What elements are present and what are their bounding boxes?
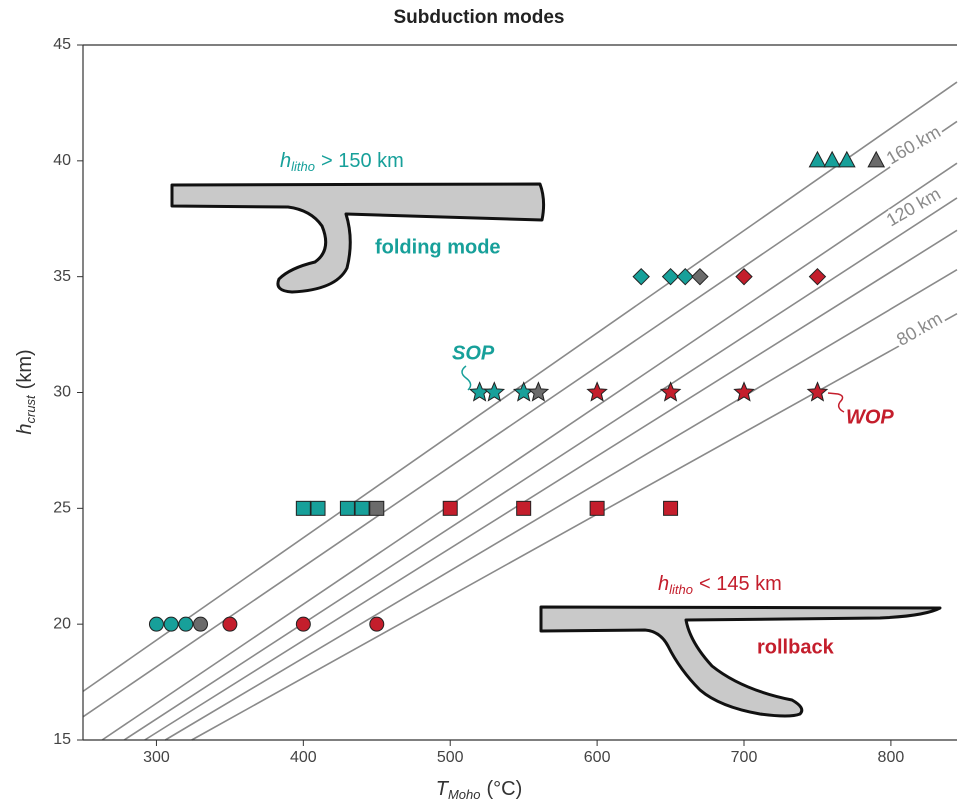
- marker: [691, 267, 709, 286]
- annotation-part: litho: [291, 159, 315, 174]
- marker: [516, 500, 532, 516]
- marker: [295, 616, 311, 632]
- marker: [808, 150, 827, 168]
- y-tick-label: 35: [53, 268, 71, 285]
- annotation-part: > 150 km: [321, 150, 404, 172]
- sop-arrow: [461, 365, 472, 391]
- marker: [735, 267, 753, 286]
- y-label-main: h: [14, 424, 36, 435]
- marker: [632, 267, 650, 286]
- isoline-label: 160 km: [883, 121, 944, 168]
- annotation: WOP: [846, 406, 894, 428]
- x-tick-label: 700: [731, 749, 758, 766]
- folding-slab: [170, 182, 546, 294]
- marker: [148, 616, 164, 632]
- marker: [369, 616, 385, 632]
- annotation: SOP: [452, 342, 495, 364]
- annotation: folding mode: [375, 236, 501, 258]
- x-label-main: T: [436, 778, 450, 800]
- marker: [193, 616, 209, 632]
- isoline-label: 120 km: [883, 183, 944, 230]
- marker: [339, 500, 355, 516]
- marker: [442, 500, 458, 516]
- x-tick-label: 500: [437, 749, 464, 766]
- marker: [586, 381, 608, 402]
- marker: [295, 500, 311, 516]
- annotation: hlitho > 150 km: [280, 150, 404, 174]
- rollback-slab: [539, 605, 942, 718]
- marker: [512, 381, 535, 402]
- isoline-label: 80 km: [893, 308, 945, 350]
- isoline: [144, 229, 958, 741]
- y-tick-label: 40: [53, 152, 71, 169]
- marker: [823, 150, 841, 168]
- annotation: rollback: [757, 636, 835, 658]
- isoline: [164, 269, 958, 741]
- x-axis-label: TMoho (°C): [436, 778, 523, 802]
- x-tick-label: 400: [290, 749, 317, 766]
- y-tick-label: 20: [53, 615, 71, 632]
- marker: [589, 500, 605, 516]
- y-label-sub: crust: [23, 394, 38, 424]
- x-tick-label: 300: [143, 749, 170, 766]
- annotation-part: h: [658, 573, 669, 595]
- y-label-unit: (km): [14, 349, 36, 389]
- marker: [867, 150, 886, 168]
- marker: [733, 381, 755, 402]
- marker: [483, 381, 506, 402]
- isoline: [123, 197, 958, 741]
- y-tick-label: 45: [53, 36, 71, 53]
- marker: [661, 267, 680, 286]
- isoline: [82, 81, 958, 693]
- marker: [163, 616, 179, 632]
- x-tick-label: 800: [878, 749, 905, 766]
- marker: [527, 381, 550, 402]
- y-tick-label: 15: [53, 731, 71, 748]
- isoline: [191, 313, 958, 741]
- x-label-sub: Moho: [448, 787, 481, 802]
- marker: [676, 267, 694, 286]
- annotation-part: litho: [669, 582, 693, 597]
- marker: [663, 500, 679, 516]
- marker: [808, 267, 827, 286]
- x-tick-label: 600: [584, 749, 611, 766]
- wop-arrow: [827, 392, 845, 413]
- annotation-part: h: [280, 150, 291, 172]
- marker: [659, 381, 682, 402]
- chart-title: Subduction modes: [394, 7, 565, 28]
- x-label-unit: (°C): [486, 778, 522, 800]
- annotation-part: < 145 km: [699, 573, 782, 595]
- y-axis-label: hcrust (km): [14, 349, 38, 434]
- isoline: [101, 162, 958, 741]
- marker: [178, 616, 194, 632]
- marker: [310, 500, 326, 516]
- marker: [468, 381, 491, 402]
- marker: [222, 616, 238, 632]
- y-tick-label: 30: [53, 384, 71, 401]
- marker: [354, 500, 370, 516]
- annotation: hlitho < 145 km: [658, 573, 782, 597]
- marker: [837, 150, 856, 168]
- marker: [806, 381, 829, 402]
- marker: [369, 500, 385, 516]
- y-tick-label: 25: [53, 500, 71, 517]
